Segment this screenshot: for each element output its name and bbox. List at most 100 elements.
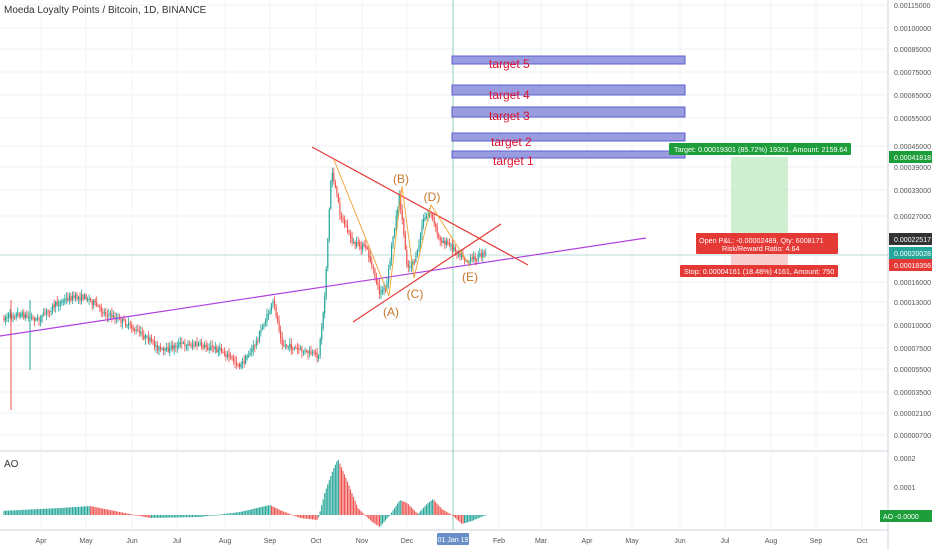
ao-bar <box>430 500 432 515</box>
ao-bar <box>409 505 411 515</box>
candle-body <box>476 259 478 261</box>
ao-bar <box>120 512 122 515</box>
candle-body <box>459 253 461 257</box>
ao-bar <box>433 500 435 515</box>
ao-bar <box>479 515 481 518</box>
candle-body <box>135 329 137 331</box>
ao-bar <box>179 515 181 518</box>
candle-body <box>23 312 25 319</box>
candle-body <box>283 345 285 347</box>
ao-bar <box>53 508 55 515</box>
candle-body <box>315 352 317 354</box>
candle-body <box>55 302 57 308</box>
candle-body <box>426 216 428 219</box>
candle-body <box>46 310 48 315</box>
ao-tick-label: 0.0002 <box>894 456 916 463</box>
candle-body <box>223 353 225 354</box>
ao-bar <box>391 512 393 515</box>
candle-body <box>87 299 89 300</box>
ao-bar <box>106 509 108 515</box>
symbol-title[interactable]: Moeda Loyalty Points / Bitcoin, 1D, BINA… <box>4 5 207 16</box>
target-label: target 3 <box>489 109 530 123</box>
ao-bar <box>117 511 119 515</box>
candle-body <box>418 244 420 251</box>
candle-body <box>146 336 148 337</box>
ao-bar <box>375 515 377 525</box>
ao-bar <box>295 515 297 517</box>
ao-bar <box>321 505 323 515</box>
stop-info-box <box>680 265 838 277</box>
price-tick-label: 0.00007500 <box>894 346 931 353</box>
ao-bar <box>340 467 342 515</box>
candle-body <box>331 172 333 182</box>
ao-bar <box>377 515 379 526</box>
candle-body <box>485 252 487 254</box>
ao-bar <box>357 508 359 515</box>
candle-body <box>176 346 178 348</box>
candle-body <box>369 256 371 262</box>
candle-body <box>272 301 274 304</box>
ao-bar <box>17 510 19 515</box>
price-tick-label: 0.00065000 <box>894 93 931 100</box>
ao-bar <box>126 513 128 515</box>
symbol-name: Moeda Loyalty Points / Bitcoin <box>4 5 138 16</box>
ao-bar <box>204 515 206 517</box>
ao-bar <box>261 506 263 515</box>
price-tick-label: 0.00003500 <box>894 390 931 397</box>
candle-body <box>4 317 7 321</box>
candle-body <box>298 348 300 350</box>
candle-body <box>277 316 279 321</box>
ao-bar <box>67 507 69 515</box>
ao-bar <box>36 509 38 515</box>
candle-body <box>106 315 108 317</box>
candle-body <box>365 244 367 249</box>
ao-bar <box>91 506 93 515</box>
ao-bar <box>318 515 320 518</box>
candle-body <box>295 347 297 349</box>
candle-body <box>14 317 16 319</box>
ao-bar <box>248 510 250 515</box>
ao-bar <box>383 515 385 523</box>
ao-bar <box>483 515 485 516</box>
candle-body <box>187 343 189 347</box>
ao-bar <box>226 513 228 515</box>
ao-bar <box>93 506 95 515</box>
candle-body <box>126 325 128 327</box>
candle-body <box>175 345 177 347</box>
ao-bar <box>336 461 338 515</box>
ao-bar <box>150 515 152 518</box>
candle-body <box>321 327 323 340</box>
ao-bar <box>108 509 110 515</box>
candle-body <box>407 264 409 268</box>
ao-bar <box>114 511 116 515</box>
candle-body <box>441 240 443 243</box>
candle-body <box>394 229 396 237</box>
target-box <box>451 55 686 65</box>
candle-body <box>94 300 96 303</box>
time-tick-label: Apr <box>582 538 594 545</box>
candle-body <box>391 245 393 260</box>
candle-body <box>3 317 5 321</box>
candle-body <box>337 194 339 203</box>
candle-body <box>419 233 422 244</box>
ao-bar <box>94 507 96 515</box>
candle-body <box>333 173 335 182</box>
long-position-tool: Target: 0.00019301 (85.72%) 19301, Amoun… <box>669 143 851 277</box>
candle-body <box>240 363 242 368</box>
candle-body <box>468 261 470 263</box>
candle-body <box>340 215 342 219</box>
time-tick-label: Sep <box>264 538 277 545</box>
ao-bar <box>477 515 479 519</box>
candle-body <box>196 342 198 346</box>
ao-bar <box>381 515 383 524</box>
ao-bar <box>312 515 314 520</box>
candle-body <box>71 295 73 301</box>
ao-bar <box>436 503 438 515</box>
candle-body <box>318 355 320 359</box>
ao-bar <box>254 508 256 515</box>
candle-body <box>232 357 235 362</box>
candle-body <box>205 344 207 348</box>
ao-bar <box>23 509 25 515</box>
ao-bar <box>44 508 46 515</box>
